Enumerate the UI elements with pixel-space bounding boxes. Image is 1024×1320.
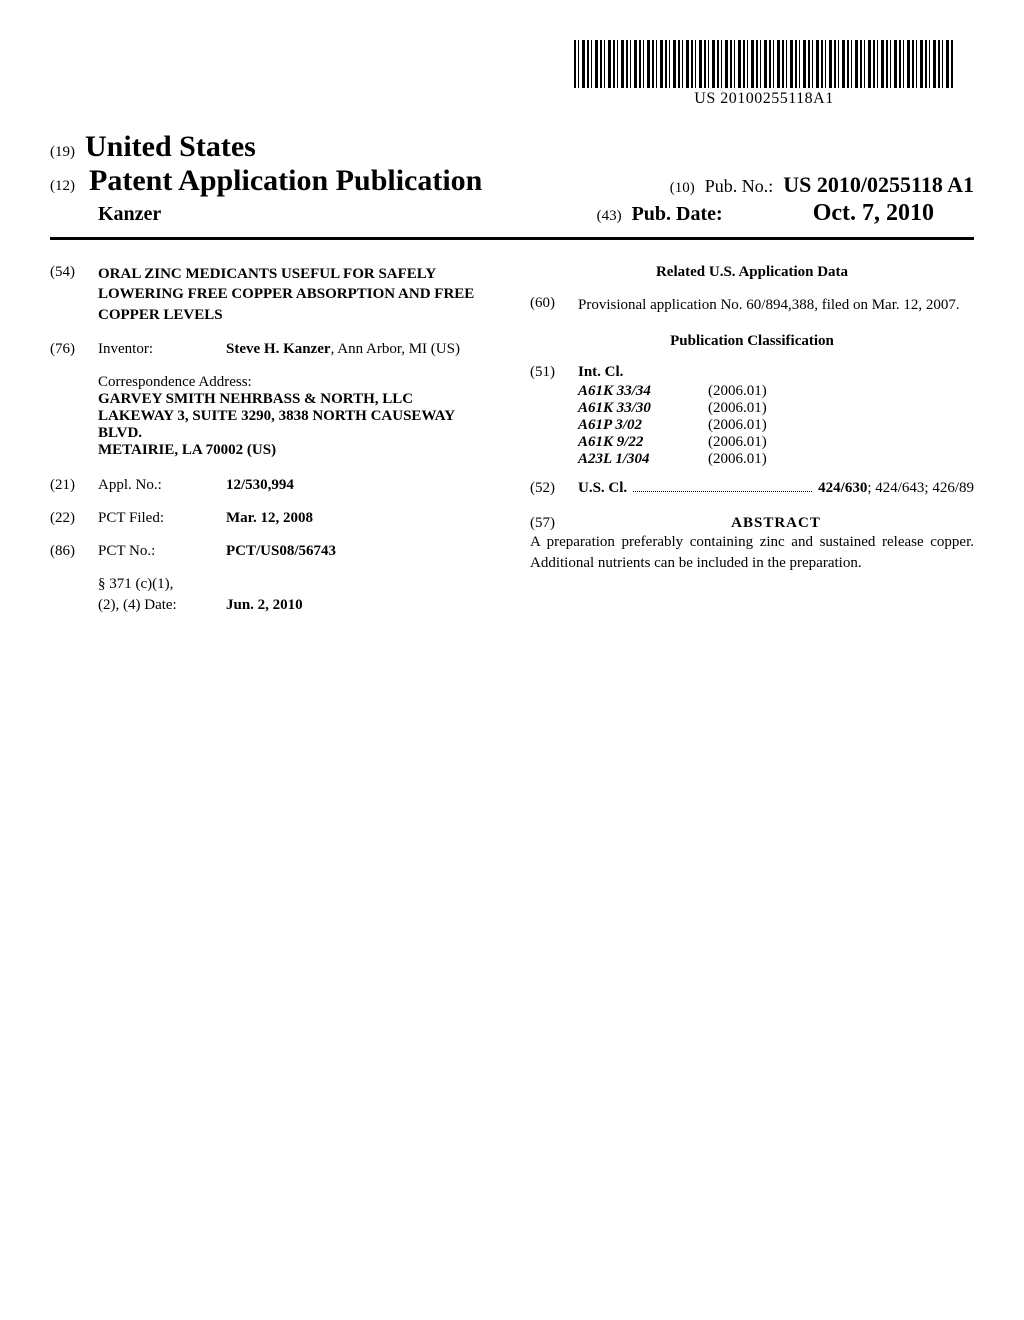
code-86: (86): [50, 543, 98, 560]
code-10: (10): [670, 180, 695, 197]
pct-no-label: PCT No.:: [98, 543, 226, 560]
barcode-region: US 20100255118A1: [574, 40, 954, 108]
header: (19) United States (12) Patent Applicati…: [50, 130, 974, 227]
s371-date: Jun. 2, 2010: [226, 597, 303, 614]
uscl-label: U.S. Cl.: [578, 480, 627, 497]
inventor-lastname: Kanzer: [50, 203, 161, 226]
invention-title: ORAL ZINC MEDICANTS USEFUL FOR SAFELY LO…: [98, 264, 494, 325]
code-43: (43): [597, 208, 622, 225]
code-52: (52): [530, 480, 578, 497]
inventor-value: Steve H. Kanzer, Ann Arbor, MI (US): [226, 341, 460, 358]
correspondence-block: Correspondence Address: GARVEY SMITH NEH…: [50, 374, 494, 459]
related-row: (60) Provisional application No. 60/894,…: [530, 295, 974, 315]
inventor-row: (76) Inventor: Steve H. Kanzer, Ann Arbo…: [50, 341, 494, 358]
code-19: (19): [50, 144, 75, 161]
pct-filed-label: PCT Filed:: [98, 510, 226, 527]
right-column: Related U.S. Application Data (60) Provi…: [530, 264, 974, 618]
code-51: (51): [530, 364, 578, 381]
s371-row1: § 371 (c)(1),: [50, 576, 494, 593]
uscl-values: 424/630; 424/643; 426/89: [818, 480, 974, 497]
intcl-list: A61K 33/34 (2006.01) A61K 33/30 (2006.01…: [530, 383, 974, 468]
barcode-number: US 20100255118A1: [574, 90, 954, 108]
abstract-head-row: (57) ABSTRACT: [530, 515, 974, 532]
intcl-code: A61K 33/34: [578, 383, 708, 400]
divider: [50, 237, 974, 240]
uscl-row: (52) U.S. Cl. 424/630; 424/643; 426/89: [530, 480, 974, 497]
intcl-row: (51) Int. Cl.: [530, 364, 974, 381]
correspondence-label: Correspondence Address:: [98, 374, 494, 391]
content-columns: (54) ORAL ZINC MEDICANTS USEFUL FOR SAFE…: [50, 264, 974, 618]
intcl-code: A61P 3/02: [578, 417, 708, 434]
intcl-code: A61K 9/22: [578, 434, 708, 451]
barcode: [574, 40, 954, 88]
intcl-year: (2006.01): [708, 417, 767, 434]
intcl-item: A61K 33/30 (2006.01): [578, 400, 974, 417]
pct-no-row: (86) PCT No.: PCT/US08/56743: [50, 543, 494, 560]
intcl-year: (2006.01): [708, 400, 767, 417]
left-column: (54) ORAL ZINC MEDICANTS USEFUL FOR SAFE…: [50, 264, 494, 618]
pct-filed-value: Mar. 12, 2008: [226, 510, 313, 527]
intcl-item: A61K 33/34 (2006.01): [578, 383, 974, 400]
code-60: (60): [530, 295, 578, 312]
pct-no-value: PCT/US08/56743: [226, 543, 336, 560]
correspondence-line2: LAKEWAY 3, SUITE 3290, 3838 NORTH CAUSEW…: [98, 408, 494, 442]
code-76: (76): [50, 341, 98, 358]
correspondence-line1: GARVEY SMITH NEHRBASS & NORTH, LLC: [98, 391, 494, 408]
title-row: (54) ORAL ZINC MEDICANTS USEFUL FOR SAFE…: [50, 264, 494, 325]
code-22: (22): [50, 510, 98, 527]
uscl-bold: 424/630: [818, 480, 867, 496]
s371-row2: (2), (4) Date: Jun. 2, 2010: [50, 597, 494, 614]
correspondence-line3: METAIRIE, LA 70002 (US): [98, 442, 494, 459]
intcl-year: (2006.01): [708, 434, 767, 451]
intcl-item: A61P 3/02 (2006.01): [578, 417, 974, 434]
s371-label1: § 371 (c)(1),: [98, 576, 226, 593]
publication-type: Patent Application Publication: [89, 164, 482, 197]
abstract-body: A preparation preferably containing zinc…: [530, 532, 974, 573]
intcl-item: A61K 9/22 (2006.01): [578, 434, 974, 451]
related-text: Provisional application No. 60/894,388, …: [578, 295, 960, 315]
intcl-label: Int. Cl.: [578, 364, 623, 381]
inventor-label: Inventor:: [98, 341, 226, 358]
intcl-code: A61K 33/30: [578, 400, 708, 417]
appl-no-label: Appl. No.:: [98, 477, 226, 494]
intcl-year: (2006.01): [708, 451, 767, 468]
inventor-name: Steve H. Kanzer: [226, 341, 331, 357]
code-21: (21): [50, 477, 98, 494]
s371-label2: (2), (4) Date:: [98, 597, 226, 614]
related-head: Related U.S. Application Data: [530, 264, 974, 281]
code-57: (57): [530, 515, 578, 532]
pub-no-label: Pub. No.:: [705, 176, 774, 197]
pct-filed-row: (22) PCT Filed: Mar. 12, 2008: [50, 510, 494, 527]
pub-date-label: Pub. Date:: [632, 203, 723, 226]
intcl-item: A23L 1/304 (2006.01): [578, 451, 974, 468]
code-54: (54): [50, 264, 98, 281]
inventor-location: , Ann Arbor, MI (US): [331, 341, 460, 357]
pub-date-value: Oct. 7, 2010: [813, 200, 934, 227]
country-name: United States: [85, 130, 256, 164]
appl-no-value: 12/530,994: [226, 477, 294, 494]
intcl-year: (2006.01): [708, 383, 767, 400]
pub-no-value: US 2010/0255118 A1: [783, 172, 974, 198]
abstract-head: ABSTRACT: [578, 515, 974, 532]
uscl-rest: ; 424/643; 426/89: [867, 480, 974, 496]
intcl-code: A23L 1/304: [578, 451, 708, 468]
code-12: (12): [50, 178, 75, 194]
appl-no-row: (21) Appl. No.: 12/530,994: [50, 477, 494, 494]
pubclass-head: Publication Classification: [530, 333, 974, 350]
dotted-leader: [633, 480, 812, 492]
